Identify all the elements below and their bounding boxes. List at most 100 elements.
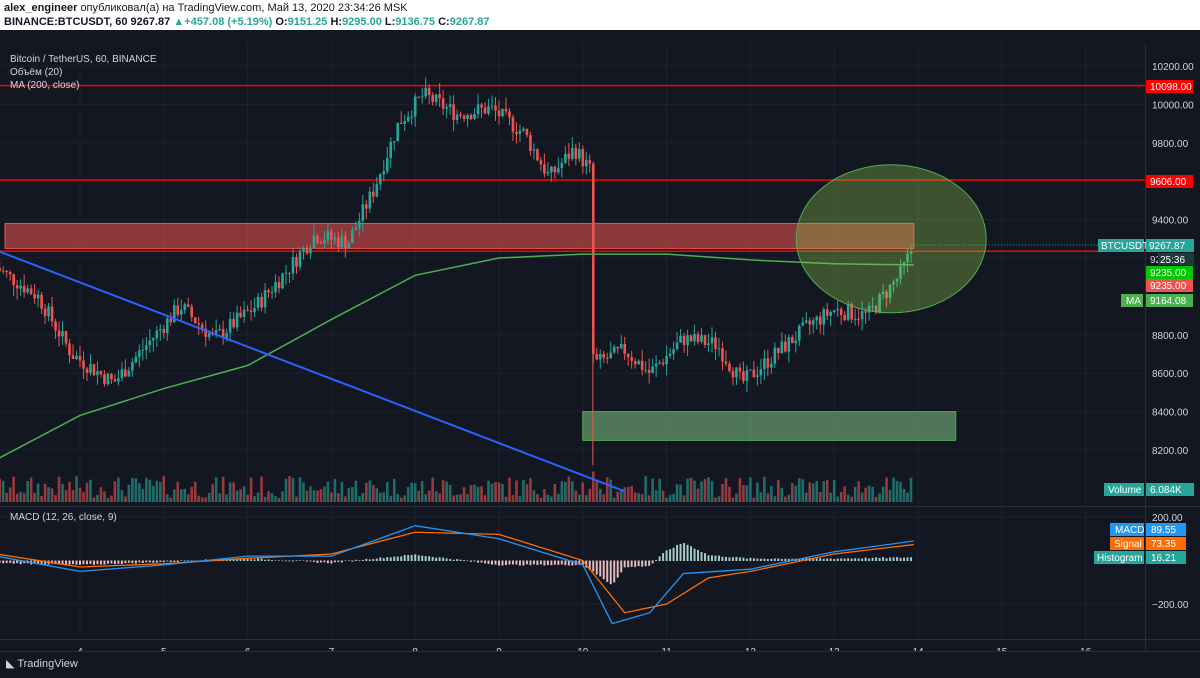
histogram-bar <box>662 553 665 561</box>
volume-bar <box>337 493 340 502</box>
candle-body <box>162 329 166 333</box>
badge-signal-value: 73.35 <box>1151 539 1176 550</box>
candle-body <box>235 312 239 328</box>
volume-bar <box>159 482 162 502</box>
candle-body <box>403 121 407 124</box>
candle-body <box>483 107 487 114</box>
volume-bar <box>609 479 613 502</box>
chart-area[interactable]: 10200.0010000.009800.009400.009200.00880… <box>0 30 1200 677</box>
histogram-bar <box>0 560 1 563</box>
badge-countdown: 25:36 <box>1160 255 1185 266</box>
candle-body <box>92 364 96 376</box>
volume-bar <box>246 494 249 502</box>
volume-bar <box>867 485 871 502</box>
volume-bar <box>40 496 43 502</box>
volume-bar <box>899 482 902 502</box>
badge-ma: MA 9164.08 <box>1121 294 1193 307</box>
histogram-bar <box>826 558 829 561</box>
histogram-bar <box>438 557 441 561</box>
histogram-bar <box>487 560 490 564</box>
candle-body <box>703 335 707 345</box>
candle-body <box>508 111 511 118</box>
volume-bar <box>330 492 333 502</box>
volume-bar <box>571 481 574 502</box>
volume-bar <box>434 491 438 502</box>
histogram-bar <box>9 560 12 563</box>
candle-body <box>445 106 448 109</box>
histogram-bar <box>120 560 123 565</box>
badge-9606: 9606.00 <box>1146 175 1193 188</box>
badge-histogram-label: Histogram <box>1097 553 1143 564</box>
volume-bar <box>218 493 221 502</box>
candle-body <box>724 361 728 364</box>
volume-bar <box>647 495 651 502</box>
zones <box>0 84 1145 441</box>
histogram-bar <box>564 560 567 566</box>
candle-body <box>337 237 340 248</box>
volume-bar <box>473 484 476 502</box>
histogram-bar <box>12 560 15 564</box>
volume-bar <box>57 476 61 502</box>
histogram-bar <box>672 547 675 561</box>
histogram-bar <box>616 560 619 578</box>
volume-bar <box>19 491 22 502</box>
histogram-bar <box>407 555 410 561</box>
candle-body <box>609 352 613 359</box>
candle-body <box>550 166 553 173</box>
histogram-bar <box>333 560 336 563</box>
volume-bar <box>256 492 260 502</box>
candle-body <box>515 131 518 135</box>
candle-body <box>54 321 57 331</box>
volume-bar <box>811 483 815 502</box>
volume-bar <box>469 485 473 502</box>
price-change: +457.08 (+5.19%) <box>184 16 273 28</box>
candle-body <box>700 335 703 342</box>
histogram-bar <box>89 560 92 564</box>
candle-body <box>836 308 839 311</box>
candle-body <box>172 305 176 323</box>
histogram-bar <box>581 560 584 566</box>
histogram-bar <box>602 560 605 580</box>
candle-body <box>675 342 679 350</box>
volume-bar <box>693 480 696 502</box>
histogram-bar <box>375 558 378 561</box>
volume-bar <box>672 493 675 502</box>
volume-bar <box>71 490 75 502</box>
candles <box>0 77 913 466</box>
volume-bar <box>564 481 567 502</box>
histogram-bar <box>96 560 99 565</box>
histogram-bar <box>285 560 288 562</box>
histogram-bar <box>5 560 8 564</box>
volume-bar <box>8 487 12 502</box>
volume-bar <box>319 488 323 502</box>
candle-body <box>281 273 284 289</box>
histogram-bar <box>683 542 686 561</box>
volume-bar <box>410 482 414 502</box>
publication-info: опубликовал(а) на TradingView.com, Май 1… <box>80 2 408 14</box>
volume-bar <box>773 496 777 502</box>
volume-bar <box>602 494 606 502</box>
histogram-bar <box>606 560 609 582</box>
candle-body <box>567 153 571 159</box>
volume-bar <box>633 492 637 502</box>
volume-bar <box>221 476 225 502</box>
histogram-bar <box>159 560 162 563</box>
histogram-bar <box>599 560 602 577</box>
volume-bar <box>735 493 738 502</box>
author-name[interactable]: alex_engineer <box>4 2 78 14</box>
badge-macd: MACD 89.55 <box>1110 523 1186 536</box>
volume-bar <box>857 481 860 502</box>
histogram-bar <box>731 557 734 561</box>
volume-bar <box>878 493 881 502</box>
histogram-bar <box>173 560 176 562</box>
volume-bar <box>103 491 106 502</box>
tradingview-logo[interactable]: ◣ TradingView <box>6 657 78 670</box>
volume-bar <box>54 495 57 502</box>
candle-body <box>284 272 288 274</box>
price-tick-label: 9400.00 <box>1152 216 1189 227</box>
volume-bar <box>274 495 277 502</box>
candle-body <box>427 87 431 95</box>
volume-bar <box>804 492 808 502</box>
candle-body <box>804 320 808 323</box>
volume-bar <box>438 493 441 502</box>
